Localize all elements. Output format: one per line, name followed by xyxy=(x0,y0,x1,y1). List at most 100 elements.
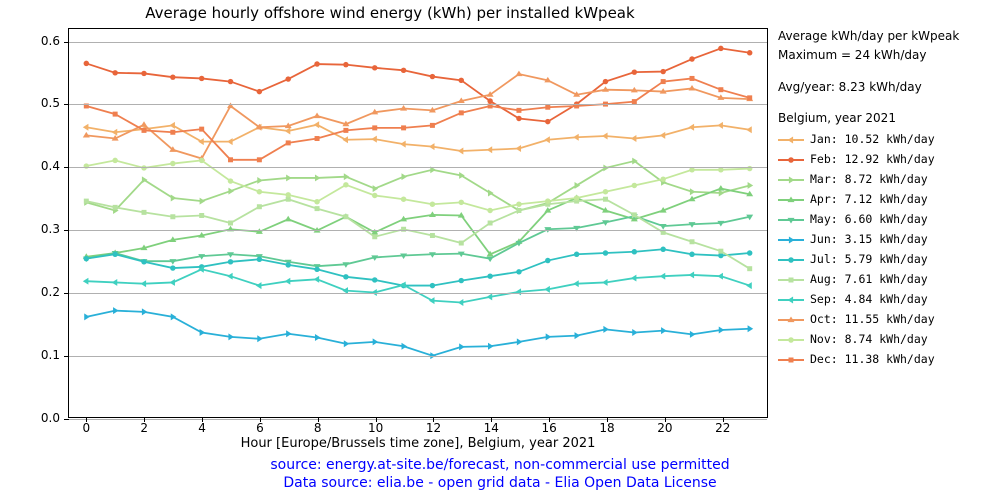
series-marker-jun xyxy=(690,331,696,338)
series-marker-jul xyxy=(372,277,377,282)
footer-attribution: source: energy.at-site.be/forecast, non-… xyxy=(0,456,1000,492)
series-marker-jan xyxy=(83,124,89,131)
series-marker-feb xyxy=(141,71,146,76)
series-marker-dec xyxy=(372,125,377,130)
series-marker-jul xyxy=(141,259,146,264)
series-marker-feb xyxy=(632,69,637,74)
series-marker-jun xyxy=(748,325,754,332)
xtick-label: 16 xyxy=(534,421,564,435)
legend-label: Mar: 8.72 kWh/day xyxy=(810,171,928,188)
series-marker-jun xyxy=(459,343,465,350)
series-marker-jul xyxy=(170,265,175,270)
legend-swatch xyxy=(778,333,804,347)
series-marker-jun xyxy=(373,338,379,345)
series-marker-dec xyxy=(430,123,435,128)
footer-line-2: Data source: elia.be - open grid data - … xyxy=(0,474,1000,492)
chart-container: Average hourly offshore wind energy (kWh… xyxy=(0,0,1000,500)
series-marker-jul xyxy=(660,247,665,252)
legend-item-sep: Sep: 4.84 kWh/day xyxy=(778,290,994,310)
legend-label: Dec: 11.38 kWh/day xyxy=(810,351,935,368)
series-marker-sep xyxy=(689,271,695,278)
series-marker-sep xyxy=(314,276,320,283)
gridline-h xyxy=(69,419,767,420)
series-marker-nov xyxy=(170,161,175,166)
series-marker-nov xyxy=(430,201,435,206)
ytick-label: 0.6 xyxy=(0,34,60,48)
series-marker-feb xyxy=(285,76,290,81)
xtick-label: 14 xyxy=(476,421,506,435)
legend-item-jun: Jun: 3.15 kWh/day xyxy=(778,230,994,250)
series-marker-jul xyxy=(430,283,435,288)
series-marker-feb xyxy=(516,116,521,121)
series-marker-jan xyxy=(660,132,666,139)
legend-item-apr: Apr: 7.12 kWh/day xyxy=(778,190,994,210)
series-marker-aug xyxy=(372,234,377,239)
series-marker-jul xyxy=(516,269,521,274)
series-marker-sep xyxy=(256,282,262,289)
series-marker-aug xyxy=(141,210,146,215)
series-marker-jun xyxy=(603,326,609,333)
ytick-mark xyxy=(64,293,69,294)
series-marker-aug xyxy=(632,212,637,217)
series-marker-jan xyxy=(429,143,435,150)
series-marker-mar xyxy=(228,188,234,195)
series-marker-nov xyxy=(257,189,262,194)
series-marker-jul xyxy=(545,258,550,263)
series-marker-aug xyxy=(84,199,89,204)
series-marker-nov xyxy=(112,158,117,163)
series-marker-feb xyxy=(545,119,550,124)
series-marker-jan xyxy=(314,121,320,128)
series-marker-sep xyxy=(631,275,637,282)
series-marker-sep xyxy=(602,279,608,286)
ytick-mark xyxy=(64,42,69,43)
series-marker-oct xyxy=(314,113,321,119)
xtick-label: 12 xyxy=(418,421,448,435)
legend-swatch xyxy=(778,233,804,247)
series-marker-jan xyxy=(342,136,348,143)
xtick-label: 8 xyxy=(303,421,333,435)
legend-label: Oct: 11.55 kWh/day xyxy=(810,311,935,328)
series-marker-oct xyxy=(515,71,522,77)
legend-item-jul: Jul: 5.79 kWh/day xyxy=(778,250,994,270)
legend-header-3: Avg/year: 8.23 kWh/day xyxy=(778,79,994,96)
series-marker-jan xyxy=(746,126,752,133)
series-marker-nov xyxy=(545,198,550,203)
series-marker-mar xyxy=(690,188,696,195)
series-marker-nov xyxy=(632,183,637,188)
series-marker-oct xyxy=(141,121,148,127)
xtick-label: 10 xyxy=(361,421,391,435)
legend-label: Feb: 12.92 kWh/day xyxy=(810,151,935,168)
series-marker-sep xyxy=(83,278,89,285)
series-marker-jul xyxy=(112,252,117,257)
series-marker-dec xyxy=(401,125,406,130)
series-marker-aug xyxy=(199,213,204,218)
gridline-h xyxy=(69,356,767,357)
series-marker-jun xyxy=(719,327,725,334)
series-marker-aug xyxy=(228,221,233,226)
legend-swatch xyxy=(778,213,804,227)
series-marker-nov xyxy=(314,199,319,204)
series-marker-feb xyxy=(747,50,752,55)
series-marker-jul xyxy=(228,259,233,264)
legend-swatch xyxy=(778,173,804,187)
series-marker-jul xyxy=(747,250,752,255)
series-marker-dec xyxy=(747,95,752,100)
gridline-h xyxy=(69,293,767,294)
series-marker-feb xyxy=(603,79,608,84)
ytick-label: 0.5 xyxy=(0,96,60,110)
series-marker-feb xyxy=(430,74,435,79)
ytick-label: 0.3 xyxy=(0,222,60,236)
ytick-label: 0.4 xyxy=(0,159,60,173)
series-marker-dec xyxy=(545,105,550,110)
legend-header-1: Average kWh/day per kWpeak xyxy=(778,28,994,45)
series-marker-aug xyxy=(113,205,118,210)
series-marker-jan xyxy=(487,146,493,153)
series-line-jan xyxy=(86,125,749,151)
series-marker-feb xyxy=(257,89,262,94)
series-marker-aug xyxy=(690,239,695,244)
series-marker-aug xyxy=(430,233,435,238)
ytick-mark xyxy=(64,356,69,357)
ytick-label: 0.1 xyxy=(0,348,60,362)
series-marker-apr xyxy=(285,216,292,222)
plot-area: 0246810121416182022 xyxy=(68,28,768,418)
